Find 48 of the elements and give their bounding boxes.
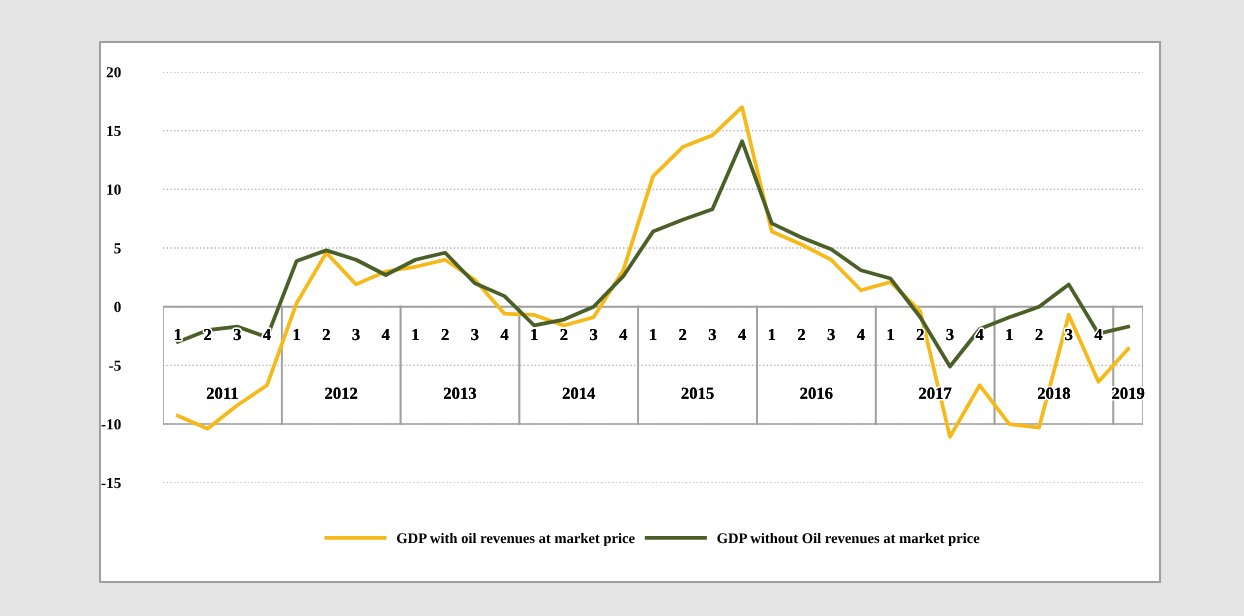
y-tick-label: 5 [114,243,121,254]
legend-label: GDP without Oil revenues at market price [717,532,980,547]
x-tick-label: 1 [175,329,182,341]
x-tick-label: 2 [1035,328,1043,341]
x-tick-label: 3 [471,328,479,341]
x-tick-label: 1 [531,329,538,341]
y-tick-label: -10 [101,419,121,430]
y-tick-label: 0 [114,301,121,313]
x-tick-label: 1 [650,329,657,341]
x-tick-label: 4 [381,329,390,341]
x-tick-label: 3 [1065,328,1073,341]
y-tick-label: 15 [107,125,121,137]
y-tick-label: 10 [107,184,121,195]
x-tick-label: 1 [887,329,894,341]
x-tick-label: 2 [916,328,924,341]
x-tick-label: 2 [679,328,687,341]
x-tick-label: 4 [975,329,984,341]
y-tick-label: -5 [109,360,121,371]
y-tick-label: 20 [106,67,121,78]
annotation: 2011 [206,387,238,399]
annotation: 2019 [1112,387,1145,399]
annotation: 2012 [325,387,358,399]
x-tick-label: 2 [204,328,211,341]
x-tick-label: 3 [708,328,716,341]
x-tick-label: 3 [827,328,835,341]
x-tick-label: 3 [946,328,954,341]
x-tick-label: 3 [233,328,241,341]
x-tick-label: 4 [500,329,509,341]
x-tick-label: 1 [412,329,419,341]
annotation: 2015 [681,387,714,399]
x-tick-label: 3 [590,328,598,341]
line-series [175,139,1131,369]
x-tick-label: 3 [352,328,360,341]
x-tick-label: 1 [768,329,776,341]
annotation: 2014 [562,387,596,399]
x-tick-label: 2 [322,328,330,341]
x-tick-label: 2 [798,328,805,341]
x-tick-label: 4 [738,329,746,341]
annotation: 2013 [444,387,477,399]
x-tick-label: 2 [560,328,568,341]
annotation: 2016 [800,387,833,399]
x-tick-label: 1 [293,329,300,341]
legend-label: GDP with oil revenues at market price [397,532,635,547]
x-tick-label: 1 [1006,329,1013,341]
x-tick-label: 4 [856,329,865,341]
x-tick-label: 2 [441,328,449,341]
y-tick-label: -15 [101,477,121,489]
x-tick-label: 4 [619,329,628,341]
